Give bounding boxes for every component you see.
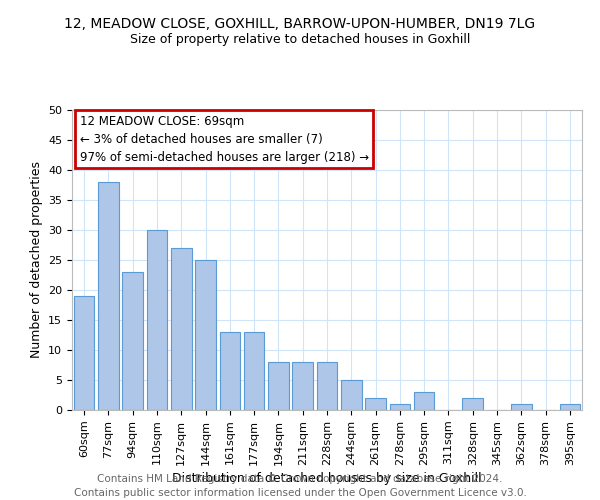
Bar <box>341 380 362 410</box>
Bar <box>389 404 410 410</box>
Bar <box>244 332 265 410</box>
X-axis label: Distribution of detached houses by size in Goxhill: Distribution of detached houses by size … <box>172 472 482 485</box>
Text: Size of property relative to detached houses in Goxhill: Size of property relative to detached ho… <box>130 32 470 46</box>
Text: 12 MEADOW CLOSE: 69sqm
← 3% of detached houses are smaller (7)
97% of semi-detac: 12 MEADOW CLOSE: 69sqm ← 3% of detached … <box>80 114 369 164</box>
Bar <box>511 404 532 410</box>
Bar <box>195 260 216 410</box>
Bar <box>317 362 337 410</box>
Bar <box>268 362 289 410</box>
Bar <box>560 404 580 410</box>
Bar <box>98 182 119 410</box>
Bar <box>292 362 313 410</box>
Bar <box>365 398 386 410</box>
Text: 12, MEADOW CLOSE, GOXHILL, BARROW-UPON-HUMBER, DN19 7LG: 12, MEADOW CLOSE, GOXHILL, BARROW-UPON-H… <box>64 18 536 32</box>
Y-axis label: Number of detached properties: Number of detached properties <box>29 162 43 358</box>
Bar <box>463 398 483 410</box>
Bar <box>414 392 434 410</box>
Bar <box>171 248 191 410</box>
Bar <box>146 230 167 410</box>
Bar <box>74 296 94 410</box>
Text: Contains HM Land Registry data © Crown copyright and database right 2024.
Contai: Contains HM Land Registry data © Crown c… <box>74 474 526 498</box>
Bar <box>122 272 143 410</box>
Bar <box>220 332 240 410</box>
